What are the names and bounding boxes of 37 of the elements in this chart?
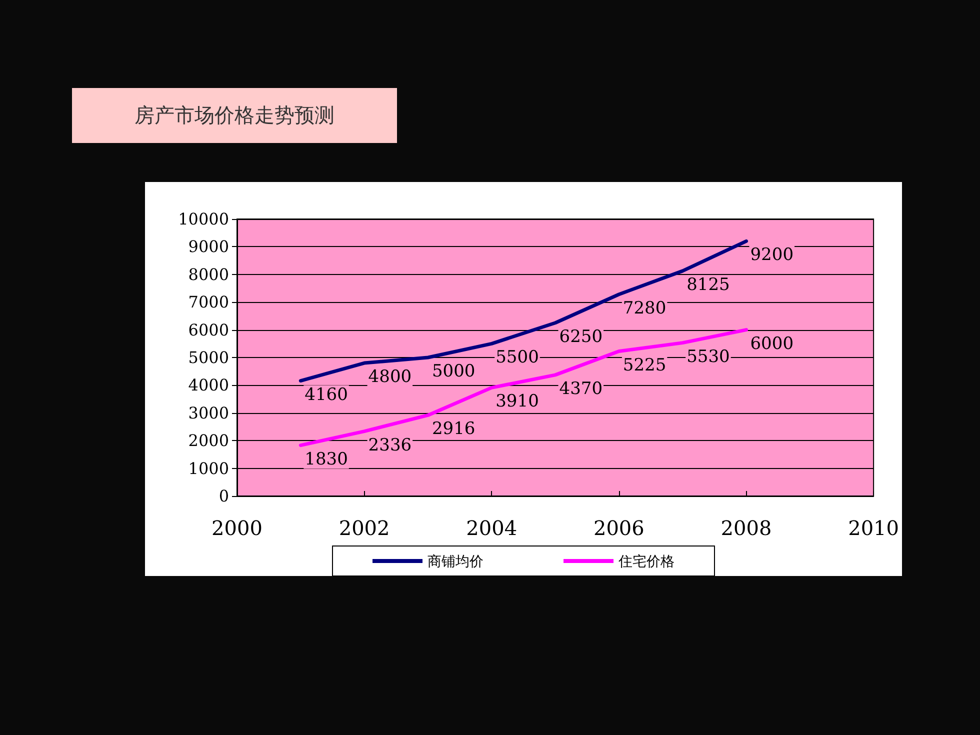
x-tick-label: 2000: [212, 516, 262, 540]
y-tick-label: 7000: [188, 292, 229, 312]
y-tick-label: 1000: [188, 458, 229, 478]
legend-label: 住宅价格: [618, 553, 674, 569]
data-label: 5500: [496, 348, 539, 368]
data-label: 2916: [432, 419, 476, 440]
y-tick-label: 8000: [188, 264, 229, 284]
line-series: [298, 239, 748, 383]
data-label: 5530: [686, 346, 730, 367]
y-tick-label: 4000: [188, 376, 229, 395]
y-tick-label: 6000: [188, 320, 229, 340]
data-label: 2336: [368, 435, 412, 456]
y-tick-label: 2000: [188, 431, 229, 450]
data-label: 4370: [559, 378, 603, 399]
x-tick-label: 2002: [338, 516, 390, 540]
data-label: 6000: [750, 334, 794, 354]
data-label: 8125: [686, 274, 730, 295]
data-label: 3910: [496, 392, 539, 412]
y-tick-label: 10000: [178, 210, 229, 228]
chart-title: 房产市场价格走势预测: [72, 88, 397, 143]
data-label: 5225: [622, 355, 666, 376]
y-tick-label: 0: [218, 486, 229, 506]
data-label: 7280: [622, 298, 666, 318]
y-tick-label: 9000: [188, 237, 229, 256]
x-tick-label: 2006: [593, 516, 644, 540]
data-label: 1830: [304, 449, 348, 470]
x-tick-label: 2008: [720, 516, 772, 540]
data-label: 4160: [304, 384, 348, 405]
x-tick-label: 2010: [848, 516, 900, 540]
data-label: 9200: [750, 245, 794, 266]
y-tick-label: 5000: [188, 348, 229, 367]
legend-label: 商铺均价: [428, 553, 484, 569]
y-tick-label: 3000: [188, 403, 229, 422]
data-label: 6250: [559, 326, 603, 347]
x-tick-label: 2004: [466, 516, 518, 540]
data-label: 5000: [432, 362, 476, 382]
data-label: 4800: [368, 367, 412, 388]
